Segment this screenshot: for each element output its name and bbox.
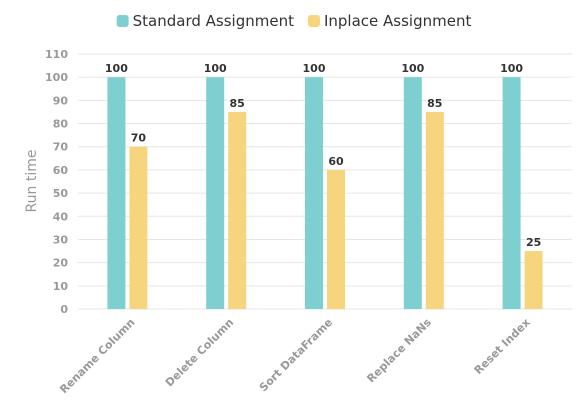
x-tick-label: Delete Column: [163, 316, 236, 389]
data-label: 85: [230, 97, 245, 110]
data-label: 100: [204, 62, 227, 75]
data-label: 100: [303, 62, 326, 75]
bar-standard-4: [403, 77, 422, 309]
data-label: 70: [131, 132, 147, 145]
legend-item[interactable]: Standard Assignment: [116, 12, 294, 30]
gridlines: [78, 53, 572, 310]
y-tick-label: 80: [53, 118, 69, 131]
bar-inplace-4: [425, 111, 444, 309]
legend-label: Standard Assignment: [133, 12, 294, 30]
bar-standard-2: [206, 77, 225, 309]
y-tick-label: 10: [53, 280, 69, 293]
x-axis: Rename Column Delete Column Sort DataFrame…: [57, 316, 532, 397]
bar-inplace-3: [327, 169, 345, 309]
bar-standard-1: [107, 77, 126, 309]
data-label: 100: [500, 62, 523, 75]
y-tick-label: 70: [53, 141, 69, 154]
y-tick-label: 110: [45, 48, 68, 61]
y-tick-label: 50: [53, 187, 69, 200]
data-labels: 100 70 100 85 100 60 100 85 100 25: [105, 62, 541, 249]
bar-standard-5: [502, 77, 521, 309]
y-tick-label: 0: [60, 303, 68, 316]
data-label: 25: [526, 236, 541, 249]
legend: Standard Assignment Inplace Assignment: [116, 12, 471, 30]
legend-swatch: [116, 15, 129, 27]
legend-label: Inplace Assignment: [324, 12, 471, 30]
bar-inplace-1: [129, 146, 148, 309]
legend-item[interactable]: Inplace Assignment: [307, 12, 471, 30]
bar-standard-3: [305, 77, 323, 309]
data-label: 100: [105, 62, 128, 75]
x-tick-label: Sort DataFrame: [257, 316, 335, 394]
x-tick-label: Reset Index: [472, 316, 533, 377]
data-label: 85: [427, 97, 442, 110]
y-axis-label: Run time: [24, 150, 40, 213]
data-label: 60: [328, 155, 344, 168]
y-tick-label: 20: [53, 257, 69, 270]
y-tick-label: 60: [53, 164, 69, 177]
y-tick-label: 40: [53, 210, 69, 223]
y-axis: 0 10 20 30 40 50 60 70 80 90 100 110: [45, 48, 68, 316]
x-tick-label: Replace NaNs: [364, 316, 434, 386]
y-tick-label: 30: [53, 233, 69, 246]
bar-inplace-5: [524, 251, 543, 309]
legend-swatch: [307, 15, 320, 27]
y-tick-label: 90: [53, 94, 69, 107]
data-label: 100: [401, 62, 424, 75]
bar-inplace-2: [228, 111, 247, 309]
y-tick-label: 100: [45, 71, 68, 84]
x-tick-label: Rename Column: [57, 316, 137, 396]
bars: [107, 77, 543, 309]
